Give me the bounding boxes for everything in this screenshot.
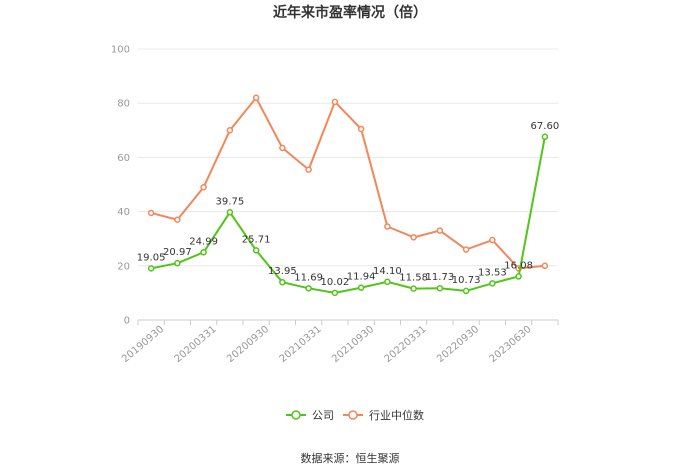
- series-0-point: [541, 133, 549, 141]
- data-label: 19.05: [137, 252, 166, 263]
- series-0-point: [515, 273, 522, 280]
- x-tick-label: 20220930: [435, 324, 481, 365]
- y-axis: 0 20 40 60 80 100: [111, 45, 130, 327]
- series-1-point: [331, 98, 339, 106]
- series-1-point: [357, 125, 365, 133]
- x-tick-label: 20210930: [330, 324, 376, 365]
- x-tick-label: 20220331: [383, 324, 429, 365]
- series-0-point: [384, 278, 391, 286]
- x-axis: 20190930 20200331 20200930 20210331 20210930…: [120, 320, 559, 365]
- y-tick-label: 0: [124, 316, 130, 327]
- chart-title: 近年来市盈率情况（倍）: [273, 4, 427, 21]
- y-tick-label: 80: [117, 99, 130, 110]
- legend: 公司 行业中位数: [286, 408, 424, 422]
- data-label: 10.73: [452, 275, 481, 286]
- x-tick-label: 20190930: [120, 324, 166, 365]
- series-0-point: [410, 285, 417, 292]
- data-label: 24.99: [189, 236, 218, 247]
- data-label: 67.60: [531, 121, 560, 132]
- series-1-point: [147, 209, 155, 217]
- data-label: 11.69: [294, 272, 323, 283]
- data-label: 11.94: [347, 272, 376, 283]
- legend-company-marker: [291, 410, 301, 420]
- y-tick-label: 20: [117, 261, 130, 272]
- data-label: 39.75: [216, 196, 245, 207]
- series-0-point: [226, 209, 234, 216]
- x-tick-label: 20200930: [225, 324, 271, 365]
- series-1-point: [305, 166, 312, 173]
- series-0-point: [279, 278, 286, 286]
- series-0-point: [357, 284, 365, 291]
- series-1-point: [436, 227, 444, 234]
- series-0-point: [174, 259, 181, 267]
- data-label: 25.71: [242, 234, 271, 245]
- series-group: [147, 94, 549, 297]
- data-label: 13.53: [478, 267, 507, 278]
- data-source: 数据来源：恒生聚源: [301, 451, 400, 465]
- series-1-point: [226, 127, 234, 134]
- series-1-point: [384, 223, 391, 230]
- legend-industry-marker: [348, 410, 358, 420]
- data-label: 10.02: [321, 277, 350, 288]
- x-tick-label: 20200331: [173, 324, 219, 365]
- series-0-point: [305, 285, 312, 292]
- series-line-0: [150, 136, 546, 294]
- x-tick-label: 20210331: [278, 324, 324, 365]
- series-0-point: [462, 287, 470, 295]
- data-label: 13.95: [268, 266, 297, 277]
- legend-company-label[interactable]: 公司: [312, 409, 334, 422]
- y-tick-label: 40: [117, 207, 130, 218]
- series-line-1: [150, 96, 545, 270]
- legend-industry-label[interactable]: 行业中位数: [369, 408, 424, 422]
- series-1-point: [410, 234, 417, 241]
- grid-lines: [138, 48, 558, 321]
- series-1-point: [174, 216, 181, 223]
- series-1-point: [200, 183, 207, 191]
- series-0-point: [331, 289, 339, 297]
- y-tick-label: 100: [111, 45, 130, 56]
- data-label: 11.58: [399, 273, 428, 284]
- series-1-point: [541, 262, 549, 270]
- series-0-point: [200, 249, 207, 256]
- series-0-point: [252, 247, 260, 254]
- data-label: 14.10: [373, 266, 402, 277]
- series-0-point: [489, 280, 496, 287]
- series-1-point: [462, 246, 470, 253]
- data-label: 11.73: [426, 272, 455, 283]
- data-label: 16.08: [504, 260, 533, 271]
- y-tick-label: 60: [117, 153, 130, 164]
- series-0-point: [147, 265, 155, 272]
- x-tick-label: 20230630: [488, 324, 534, 365]
- series-0-point: [436, 284, 444, 292]
- series-1-point: [279, 144, 286, 152]
- series-1-point: [489, 236, 496, 244]
- data-label: 20.97: [163, 247, 192, 258]
- series-1-point: [252, 94, 260, 102]
